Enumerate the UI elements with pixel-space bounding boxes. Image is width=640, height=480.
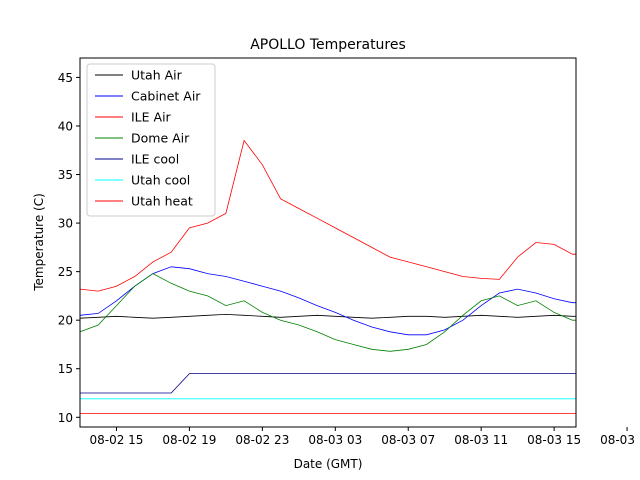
x-axis-ticks: 08-02 15 08-02 19 08-02 23 08-03 03 08-03 07… [89, 427, 640, 447]
x-tick-label: 08-03 11 [454, 433, 508, 447]
x-tick-label: 08-03 03 [308, 433, 362, 447]
series-line-ile-air [79, 139, 576, 292]
y-tick-label: 30 [58, 217, 73, 231]
y-tick-label: 20 [58, 314, 73, 328]
legend-label: ILE cool [131, 152, 179, 167]
chart-title: APOLLO Temperatures [250, 37, 406, 53]
x-tick-label: 08-03 19 [600, 433, 640, 447]
legend-label: ILE Air [131, 110, 172, 125]
series-line-dome-air [79, 273, 576, 352]
series-line-ile-cool [80, 373, 576, 394]
y-tick-label: 35 [58, 168, 73, 182]
legend-label: Utah heat [131, 194, 193, 209]
series-line-cabinet-air [79, 266, 576, 336]
legend-label: Utah cool [131, 173, 190, 188]
x-tick-label: 08-03 07 [381, 433, 435, 447]
y-axis-label: Temperature (C) [32, 193, 46, 292]
x-tick-label: 08-02 23 [235, 433, 289, 447]
y-axis-ticks: 10 15 20 25 30 35 40 45 [58, 71, 80, 425]
series-layer [79, 139, 576, 414]
y-tick-label: 15 [58, 362, 73, 376]
y-tick-label: 45 [58, 71, 73, 85]
x-axis-label: Date (GMT) [294, 457, 363, 471]
x-tick-label: 08-03 15 [527, 433, 581, 447]
y-tick-label: 25 [58, 265, 73, 279]
y-tick-label: 40 [58, 119, 73, 133]
legend-label: Dome Air [131, 131, 190, 146]
plot-border [79, 57, 577, 428]
series-line-utah-air [79, 313, 576, 319]
legend-label: Utah Air [131, 68, 183, 83]
x-tick-label: 08-02 15 [89, 433, 143, 447]
y-tick-label: 10 [58, 411, 73, 425]
legend-box [86, 63, 216, 217]
legend-label: Cabinet Air [131, 89, 201, 104]
legend-items: Utah Air Cabinet Air ILE Air Dome Air ILE co… [95, 68, 201, 209]
legend: Utah Air Cabinet Air ILE Air Dome Air ILE co… [86, 63, 216, 217]
x-tick-label: 08-02 19 [162, 433, 216, 447]
